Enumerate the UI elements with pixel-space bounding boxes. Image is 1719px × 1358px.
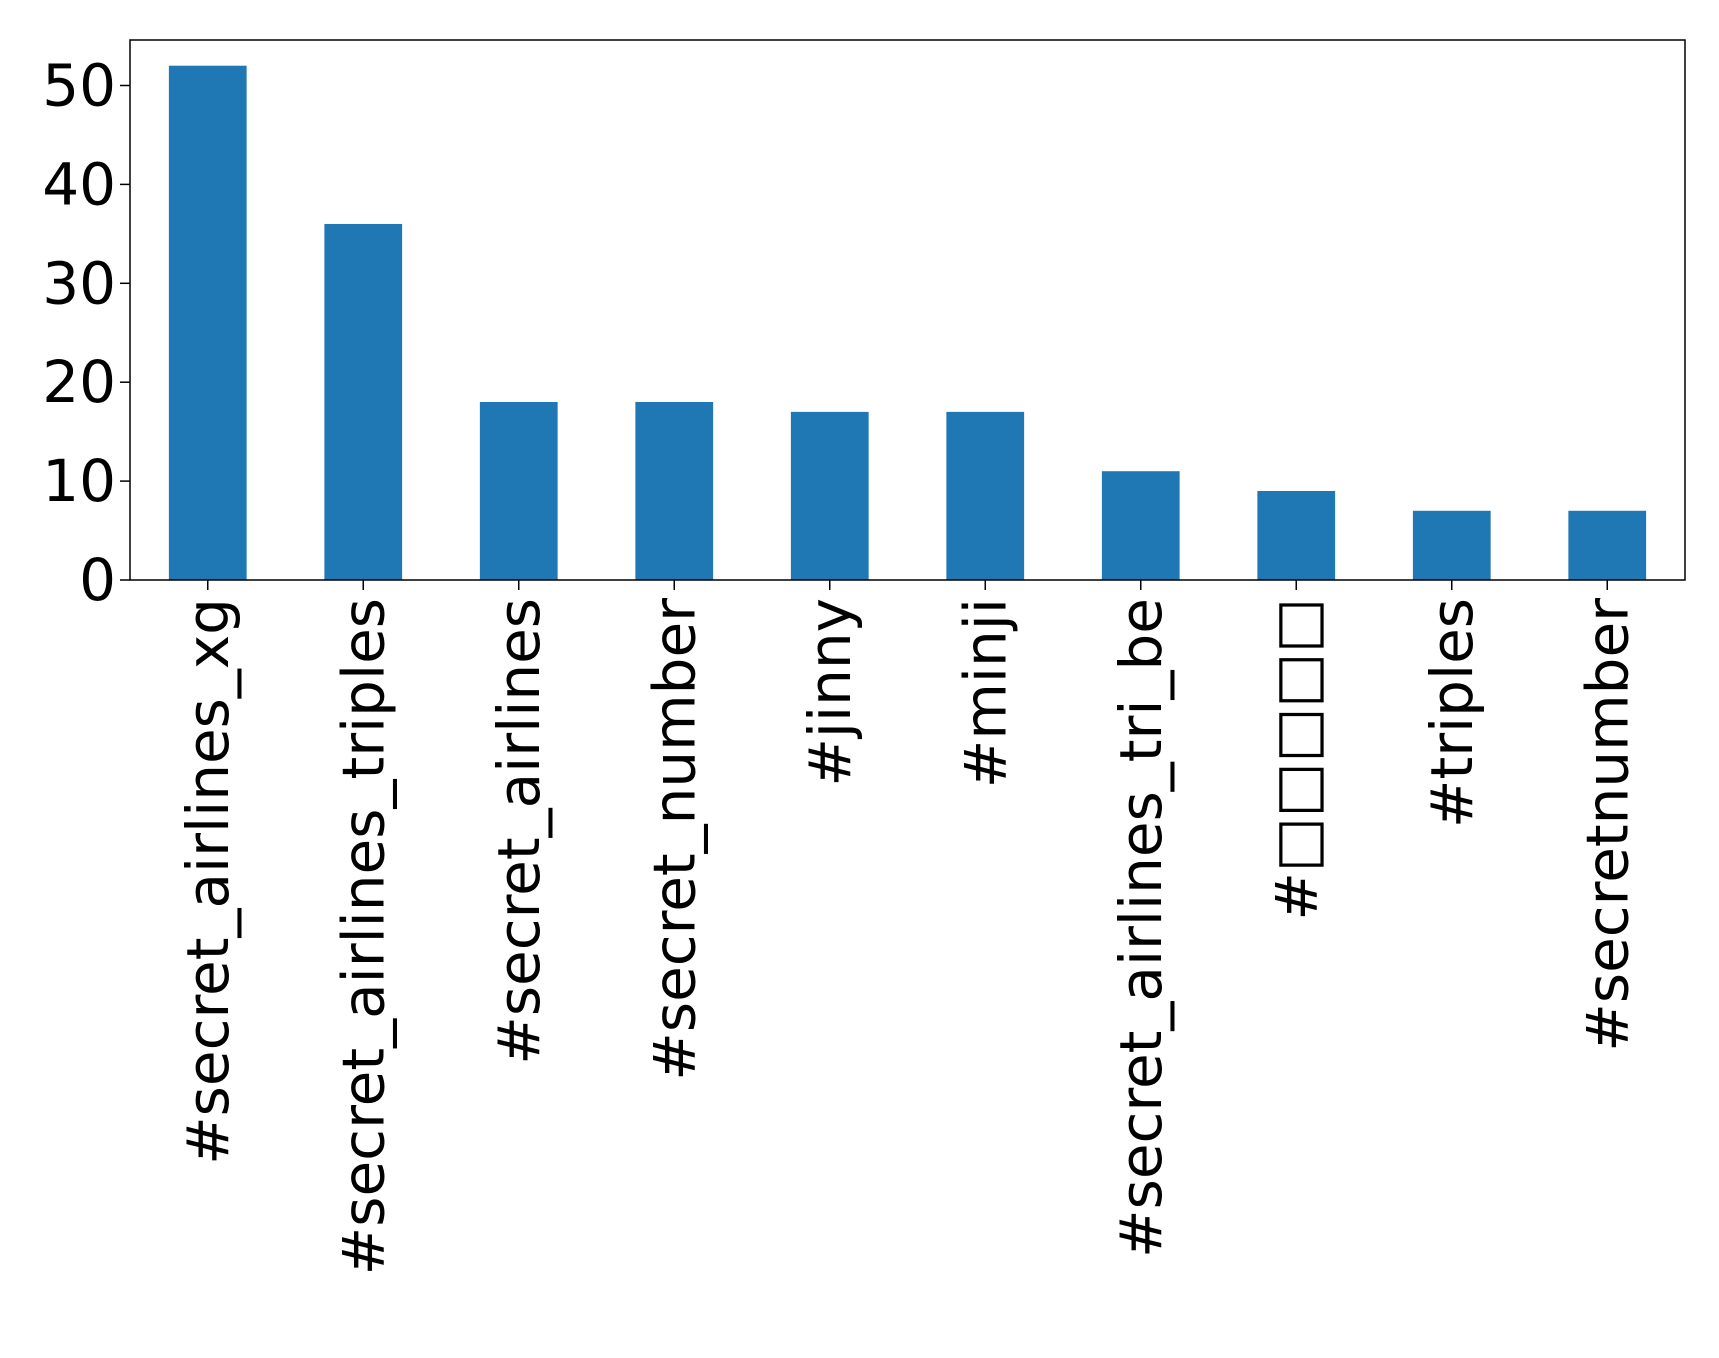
bar [479,401,558,580]
y-tick-label: 40 [42,150,116,218]
bar [635,401,714,580]
bars-group [168,65,1647,580]
x-tick-label: #secret_airlines_xg [174,598,242,1165]
x-tick-label: #minji [951,598,1019,788]
bar [790,411,869,580]
x-tick-label: #secret_number [640,598,708,1081]
x-tick-label: #secretnumber [1573,598,1641,1052]
y-tick-label: 20 [42,348,116,416]
x-tick-label: #jinny [796,598,864,787]
y-tick-label: 10 [42,447,116,515]
bar [324,223,403,580]
x-axis: #secret_airlines_xg #secret_airlines_trip… [174,580,1641,1275]
plot-frame [129,39,1686,581]
x-tick-label: #□□□□□ [1262,598,1330,921]
y-tick-label: 30 [42,249,116,317]
y-tick-label: 0 [79,546,116,614]
bar [946,411,1025,580]
bar [1257,490,1336,580]
x-tick-label: #secret_airlines_tri_be [1107,598,1175,1258]
x-tick-label: #triples [1418,598,1486,828]
bar [1568,510,1647,580]
bar [168,65,247,580]
bar [1412,510,1491,580]
x-tick-label: #secret_airlines [485,598,553,1065]
x-tick-label: #secret_airlines_triples [329,598,397,1275]
bar [1101,471,1180,580]
y-axis: 0 10 20 30 40 50 [42,51,130,614]
y-tick-label: 50 [42,51,116,119]
